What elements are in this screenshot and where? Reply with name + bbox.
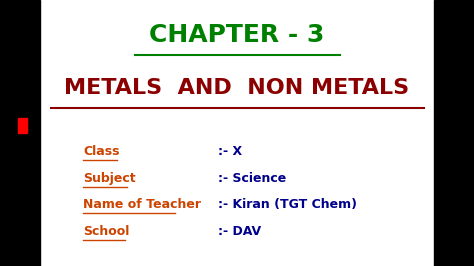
Bar <box>18 118 27 133</box>
Text: METALS  AND  NON METALS: METALS AND NON METALS <box>64 78 410 98</box>
Text: School: School <box>83 225 129 238</box>
Text: :- DAV: :- DAV <box>218 225 261 238</box>
Bar <box>434 0 474 266</box>
Text: :- Kiran (TGT Chem): :- Kiran (TGT Chem) <box>218 198 357 211</box>
Text: :- Science: :- Science <box>218 172 286 185</box>
Text: CHAPTER - 3: CHAPTER - 3 <box>149 23 325 47</box>
Text: :- X: :- X <box>218 145 242 158</box>
Text: Name of Teacher: Name of Teacher <box>83 198 201 211</box>
Bar <box>0 0 40 266</box>
Text: Subject: Subject <box>83 172 136 185</box>
Text: Class: Class <box>83 145 119 158</box>
